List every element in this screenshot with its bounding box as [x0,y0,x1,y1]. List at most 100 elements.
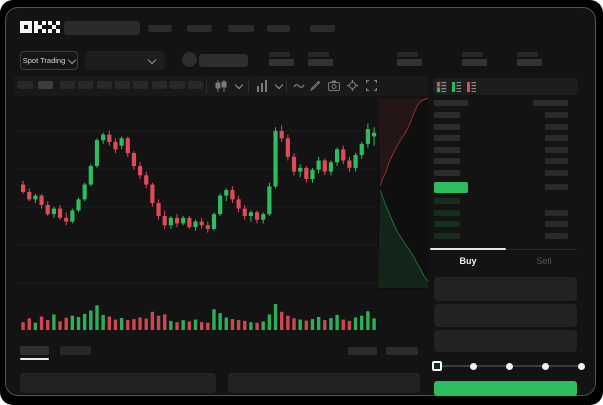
nav-item-placeholder[interactable] [267,25,290,32]
ask-amount-placeholder [545,169,568,176]
bottom-action-placeholder[interactable] [386,347,418,355]
book-combined-icon-glyph [437,82,446,92]
timeframe-button[interactable] [170,81,185,89]
book-asks-icon[interactable] [466,81,477,93]
ticker-stat-label-placeholder [397,52,418,57]
line-tool-icon[interactable] [293,82,305,90]
nav-item-placeholder[interactable] [310,25,335,32]
candles [21,123,377,233]
active-tab-indicator [430,248,506,250]
orderbook-bid-row[interactable] [430,219,577,230]
market-type-label: Spot Trading [22,56,66,65]
toolbar-divider [248,79,249,93]
indicators-icon[interactable] [256,80,269,92]
bottom-panel-placeholder [20,373,216,393]
buy-submit-button[interactable] [434,381,577,396]
search-input[interactable] [64,21,140,35]
draw-icon[interactable] [310,80,321,91]
orderbook-ask-row[interactable] [430,110,577,121]
ask-amount-placeholder [545,135,568,141]
settings-icon[interactable] [347,80,358,91]
ticker-stat-label-placeholder [462,52,483,57]
orderbook-bid-row[interactable] [430,196,577,207]
book-bids-icon[interactable] [451,81,462,93]
book-bids-icon-glyph [452,82,461,92]
nav-item-placeholder[interactable] [187,25,212,32]
bid-amount-placeholder [545,221,568,228]
timeframe-button[interactable] [60,81,75,89]
timeframe-button[interactable] [78,81,93,89]
ask-price-placeholder [434,135,460,141]
slider-stop[interactable] [470,363,477,370]
bid-amount-placeholder [545,232,568,239]
nav-item-placeholder[interactable] [148,25,172,32]
active-bottom-tab-indicator [20,358,49,360]
ticker-stat-value-placeholder [397,59,422,66]
toolbar-divider [206,79,207,93]
ask-price-placeholder [434,112,460,118]
bid-price-placeholder [434,198,460,204]
ask-price-placeholder [434,123,460,130]
timeframe-button[interactable] [152,81,167,89]
ask-price-placeholder [434,146,460,153]
candle-style-icon[interactable] [214,80,228,92]
tab-buy[interactable]: Buy [459,256,477,266]
orderbook-ask-row[interactable] [430,168,577,179]
market-type-dropdown[interactable]: Spot Trading [20,51,78,70]
orderbook-bid-row[interactable] [430,231,577,242]
ticker-stat-label-placeholder [269,52,290,57]
orders-tab-placeholder[interactable] [60,346,91,355]
bid-price-placeholder [434,221,460,228]
ticker-stat-label-placeholder [517,52,538,57]
pair-coin-icon [182,52,197,67]
ask-amount-placeholder [545,146,568,153]
fullscreen-icon[interactable] [366,80,377,91]
ask-amount-placeholder [545,158,568,164]
orderbook-ask-row[interactable] [430,122,577,133]
order-input-field[interactable] [434,304,577,327]
slider-stop[interactable] [506,363,513,370]
ticker-stat-value-placeholder [308,59,333,66]
orderbook-ask-row[interactable] [430,145,577,156]
timeframe-button[interactable] [133,81,148,89]
timeframe-button[interactable] [97,81,112,89]
orderbook-ask-row[interactable] [430,133,577,144]
orders-tab-placeholder[interactable] [20,346,49,355]
timeframe-button[interactable] [115,81,130,89]
toolbar-divider [286,79,287,93]
slider-stop[interactable] [542,363,549,370]
tab-sell[interactable]: Sell [536,256,552,266]
book-combined-icon[interactable] [436,81,447,93]
orderbook-bid-row[interactable] [430,208,577,219]
bid-amount-placeholder [545,209,568,216]
slider-handle[interactable] [432,361,442,371]
ask-amount-placeholder [545,123,568,130]
nav-item-placeholder[interactable] [228,25,254,32]
ticker-stat-value-placeholder [269,59,294,66]
depth-chart [378,97,429,290]
timeframe-button[interactable] [188,81,203,89]
bid-price-placeholder [434,209,460,216]
camera-icon[interactable] [328,80,340,91]
order-input-field[interactable] [434,330,577,352]
ticker-stat-value-placeholder [517,59,542,66]
bottom-panel-placeholder [228,373,420,393]
orderbook-col-header-price [434,100,468,106]
last-price-highlight [434,182,468,193]
ask-price-placeholder [434,169,460,176]
bottom-action-placeholder[interactable] [348,347,377,355]
pair-selector-dropdown[interactable] [85,51,165,70]
okx-logo [20,21,60,33]
ticker-stat-label-placeholder [308,52,329,57]
timeframe-button[interactable] [18,81,33,89]
order-input-field[interactable] [434,277,577,301]
volume-bars [21,304,376,330]
orderbook-ask-row[interactable] [430,156,577,167]
ticker-stat-value-placeholder [462,59,487,66]
pair-name-placeholder [199,54,248,67]
slider-stop[interactable] [578,363,585,370]
bid-price-placeholder [434,232,460,239]
timeframe-button[interactable] [38,81,53,89]
